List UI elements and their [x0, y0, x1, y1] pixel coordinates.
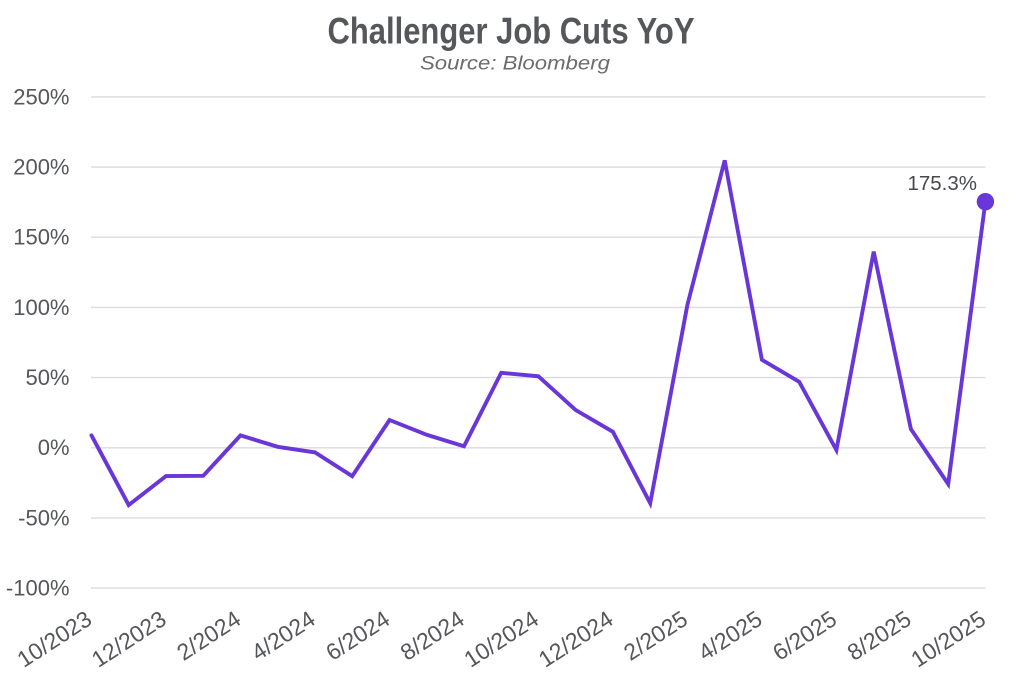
svg-text:200%: 200% [13, 155, 69, 180]
svg-text:100%: 100% [13, 295, 69, 320]
svg-text:0%: 0% [38, 435, 70, 460]
svg-text:Challenger Job Cuts YoY: Challenger Job Cuts YoY [328, 11, 695, 52]
svg-text:50%: 50% [25, 365, 69, 390]
svg-text:-100%: -100% [6, 576, 70, 601]
svg-text:150%: 150% [13, 225, 69, 250]
svg-text:Source: Bloomberg: Source: Bloomberg [420, 54, 610, 75]
svg-text:-50%: -50% [18, 505, 69, 530]
svg-text:250%: 250% [13, 84, 69, 109]
svg-text:175.3%: 175.3% [907, 172, 977, 195]
